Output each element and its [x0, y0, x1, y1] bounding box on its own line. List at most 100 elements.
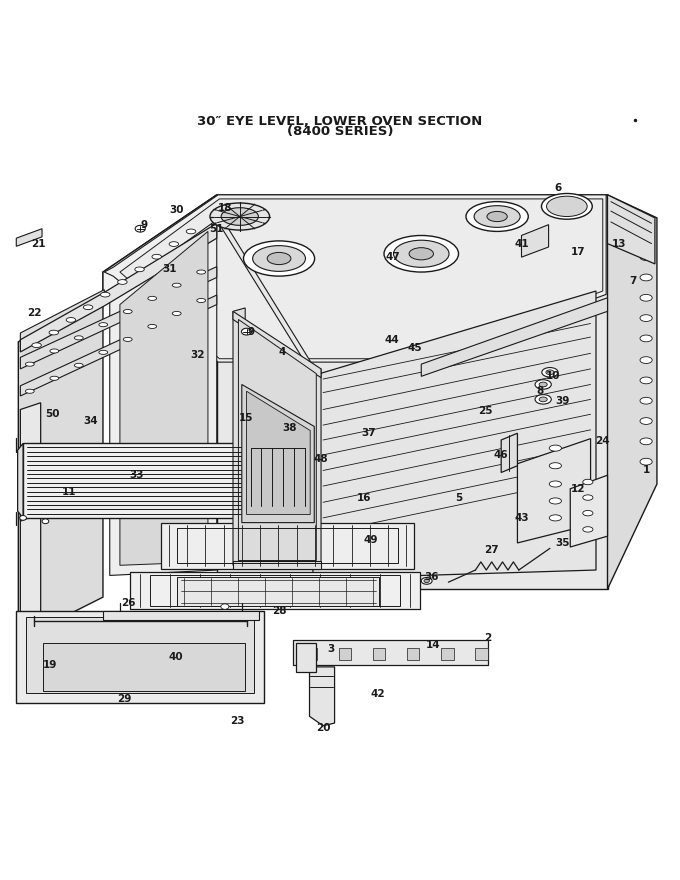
- Ellipse shape: [32, 343, 41, 348]
- Text: 47: 47: [386, 253, 401, 262]
- Polygon shape: [309, 369, 321, 565]
- Ellipse shape: [640, 233, 652, 240]
- Ellipse shape: [152, 254, 161, 259]
- Polygon shape: [296, 643, 316, 671]
- Polygon shape: [103, 611, 258, 620]
- Ellipse shape: [640, 418, 652, 424]
- Text: 15: 15: [239, 414, 254, 423]
- Text: 21: 21: [31, 238, 46, 249]
- Polygon shape: [20, 482, 103, 521]
- Ellipse shape: [42, 519, 49, 524]
- Bar: [475, 648, 488, 660]
- Polygon shape: [309, 667, 335, 726]
- Polygon shape: [20, 290, 104, 341]
- Ellipse shape: [583, 527, 593, 532]
- Text: 17: 17: [571, 246, 585, 257]
- Polygon shape: [217, 209, 313, 375]
- Ellipse shape: [50, 377, 58, 380]
- Text: 45: 45: [407, 343, 422, 353]
- Ellipse shape: [210, 203, 269, 230]
- Ellipse shape: [549, 498, 562, 504]
- Text: 44: 44: [384, 334, 399, 345]
- Text: 27: 27: [484, 545, 499, 554]
- Polygon shape: [16, 229, 42, 246]
- Polygon shape: [16, 611, 264, 703]
- Polygon shape: [501, 433, 517, 473]
- Ellipse shape: [583, 510, 593, 516]
- Ellipse shape: [25, 362, 34, 366]
- Ellipse shape: [547, 196, 588, 216]
- Polygon shape: [571, 475, 607, 547]
- Ellipse shape: [197, 298, 205, 303]
- Ellipse shape: [542, 368, 558, 377]
- Text: 9: 9: [247, 326, 254, 337]
- Ellipse shape: [546, 370, 554, 375]
- Polygon shape: [18, 444, 23, 518]
- Text: 42: 42: [371, 689, 386, 699]
- Bar: [441, 648, 454, 660]
- Ellipse shape: [541, 194, 592, 219]
- Ellipse shape: [172, 283, 181, 287]
- Text: 36: 36: [424, 572, 439, 582]
- Polygon shape: [607, 194, 655, 264]
- Text: 7: 7: [629, 275, 636, 286]
- Text: 10: 10: [546, 371, 560, 381]
- Polygon shape: [20, 224, 217, 352]
- Ellipse shape: [20, 516, 27, 520]
- Ellipse shape: [186, 229, 196, 234]
- Ellipse shape: [640, 315, 652, 321]
- Polygon shape: [103, 194, 217, 365]
- Text: 1: 1: [643, 466, 649, 475]
- Ellipse shape: [197, 270, 205, 274]
- Ellipse shape: [123, 337, 132, 341]
- Text: 34: 34: [84, 416, 98, 426]
- Text: 2: 2: [484, 633, 491, 642]
- Ellipse shape: [539, 397, 547, 402]
- Text: 11: 11: [62, 488, 76, 497]
- Ellipse shape: [99, 350, 107, 355]
- Text: 16: 16: [357, 493, 372, 502]
- Polygon shape: [18, 295, 103, 640]
- Polygon shape: [247, 392, 310, 515]
- Text: 23: 23: [230, 716, 244, 726]
- Polygon shape: [517, 438, 590, 543]
- Polygon shape: [422, 297, 607, 377]
- Ellipse shape: [74, 363, 83, 367]
- Text: 20: 20: [316, 722, 331, 733]
- Text: 28: 28: [272, 605, 286, 616]
- Text: 24: 24: [596, 436, 610, 446]
- Text: 30: 30: [169, 205, 184, 215]
- Ellipse shape: [99, 323, 107, 326]
- Ellipse shape: [84, 304, 92, 310]
- Polygon shape: [27, 618, 254, 693]
- Polygon shape: [103, 194, 607, 365]
- Text: 8: 8: [537, 385, 544, 396]
- Polygon shape: [242, 385, 314, 523]
- Ellipse shape: [583, 495, 593, 500]
- Polygon shape: [44, 643, 245, 691]
- Ellipse shape: [148, 297, 156, 300]
- Text: 32: 32: [190, 350, 205, 360]
- Polygon shape: [217, 194, 607, 589]
- Ellipse shape: [394, 240, 449, 268]
- Polygon shape: [292, 640, 488, 664]
- Ellipse shape: [424, 579, 429, 583]
- Ellipse shape: [466, 202, 528, 231]
- Ellipse shape: [221, 604, 229, 609]
- Ellipse shape: [148, 325, 156, 328]
- Bar: [373, 648, 386, 660]
- Ellipse shape: [487, 211, 507, 222]
- Text: 3: 3: [328, 643, 335, 654]
- Polygon shape: [20, 403, 41, 640]
- Polygon shape: [607, 194, 657, 589]
- Ellipse shape: [640, 398, 652, 404]
- Ellipse shape: [101, 292, 110, 297]
- Ellipse shape: [640, 458, 652, 465]
- Text: 49: 49: [364, 535, 378, 546]
- Ellipse shape: [25, 389, 34, 393]
- Polygon shape: [130, 572, 420, 609]
- Ellipse shape: [50, 349, 58, 353]
- Polygon shape: [522, 224, 549, 257]
- Ellipse shape: [221, 208, 258, 225]
- Ellipse shape: [118, 280, 127, 284]
